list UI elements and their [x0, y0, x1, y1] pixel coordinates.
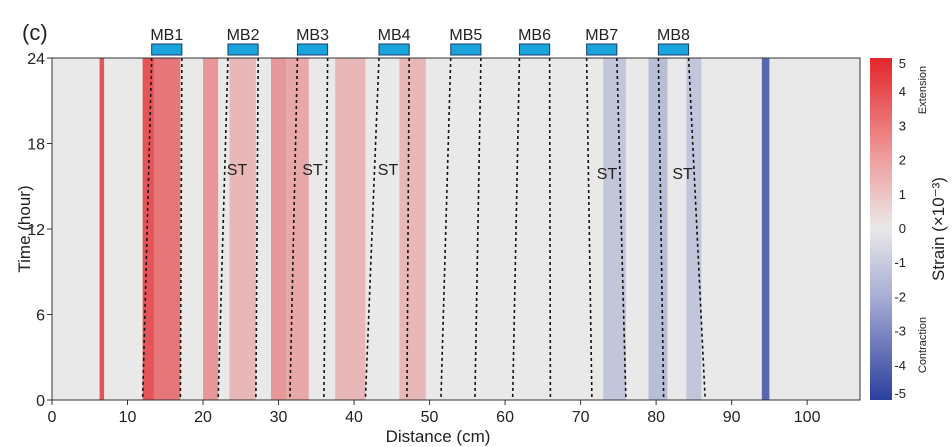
stress-block-7: [586, 43, 618, 56]
x-tick-label-6: 60: [496, 409, 514, 426]
heat-band-1: [142, 58, 154, 400]
x-tick-label-1: 10: [119, 409, 137, 426]
panel-label: (c): [22, 20, 48, 45]
x-tick-label-5: 50: [421, 409, 439, 426]
colorbar-ticks: 5 4 3 2 1 0 -1 -2 -3 -4 -5: [894, 56, 906, 401]
stress-block-label-7: MB7: [585, 27, 618, 44]
x-tick-label-2: 20: [194, 409, 212, 426]
x-tick-label-3: 30: [270, 409, 288, 426]
heat-band-12: [761, 58, 770, 400]
x-axis-title: Distance (cm): [386, 427, 491, 446]
stress-block-label-3: MB3: [296, 27, 329, 44]
y-tick-label-1: 6: [36, 308, 45, 325]
stress-block-label-2: MB2: [227, 27, 260, 44]
colorbar-tick-label-5: 0: [899, 221, 906, 236]
heatmap-cells: [99, 58, 770, 400]
stress-block-label-8: MB8: [657, 27, 690, 44]
colorbar-tick-label-7: -2: [894, 289, 906, 304]
heat-band-0: [99, 58, 105, 400]
stress-block-3: [296, 43, 329, 56]
y-tick-label-0: 0: [36, 393, 45, 410]
colorbar-top-label: Extension: [917, 66, 929, 114]
stress-block-1: [151, 43, 183, 56]
colorbar-tick-label-0: 5: [899, 56, 906, 71]
colorbar-tick-label-10: -5: [894, 386, 906, 401]
colorbar-bottom-label: Contraction: [917, 317, 929, 373]
y-tick-label-2: 12: [27, 222, 45, 239]
stress-block-5: [450, 43, 482, 56]
x-tick-label-0: 0: [48, 409, 57, 426]
stress-block-6: [518, 43, 551, 56]
x-tick-label-9: 90: [723, 409, 741, 426]
y-axis: 0 6 12 18 24: [27, 51, 52, 410]
annotation-st-2: ST: [302, 162, 323, 179]
heat-band-10: [648, 58, 668, 400]
heat-band-6: [286, 58, 309, 400]
heat-band-9: [603, 58, 626, 400]
colorbar-title: Strain (×10⁻³): [929, 177, 948, 281]
colorbar-tick-label-2: 3: [899, 118, 906, 133]
annotation-st-4: ST: [597, 166, 618, 183]
colorbar-tick-label-3: 2: [899, 153, 906, 168]
stress-block-label-6: MB6: [518, 27, 551, 44]
colorbar: [870, 58, 892, 400]
annotation-st-3: ST: [378, 162, 399, 179]
stress-block-2: [227, 43, 259, 56]
heat-band-8: [399, 58, 426, 400]
colorbar-tick-label-8: -3: [894, 324, 906, 339]
stress-block-8: [657, 43, 690, 56]
heat-band-11: [686, 58, 702, 400]
colorbar-tick-label-6: -1: [894, 255, 906, 270]
x-tick-label-10: 100: [794, 409, 821, 426]
x-tick-label-4: 40: [345, 409, 363, 426]
annotations: ST ST ST ST ST: [227, 162, 693, 183]
x-tick-label-7: 70: [572, 409, 590, 426]
y-axis-title: Time (hour): [15, 185, 34, 272]
stress-block-label-4: MB4: [378, 27, 411, 44]
stress-block-4: [378, 43, 410, 56]
stress-blocks: MB1 MB2 MB3 MB4 MB5 MB6 MB7 MB8: [150, 27, 690, 56]
annotation-st-1: ST: [227, 162, 248, 179]
stress-block-label-1: MB1: [150, 27, 183, 44]
y-tick-label-4: 24: [27, 51, 45, 68]
heat-band-2: [153, 58, 181, 400]
x-tick-label-8: 80: [647, 409, 665, 426]
heat-band-5: [270, 58, 287, 400]
heat-band-7: [335, 58, 366, 400]
colorbar-tick-label-9: -4: [894, 358, 906, 373]
heat-band-4: [229, 58, 256, 400]
stress-block-label-5: MB5: [449, 27, 482, 44]
colorbar-tick-label-4: 1: [899, 187, 906, 202]
heat-band-3: [203, 58, 219, 400]
y-tick-label-3: 18: [27, 137, 45, 154]
x-axis: 0 10 20 30 40 50 60 70 80 90 100: [48, 400, 821, 426]
heatmap-background: [52, 58, 860, 400]
annotation-st-5: ST: [672, 166, 693, 183]
colorbar-tick-label-1: 4: [899, 84, 906, 99]
